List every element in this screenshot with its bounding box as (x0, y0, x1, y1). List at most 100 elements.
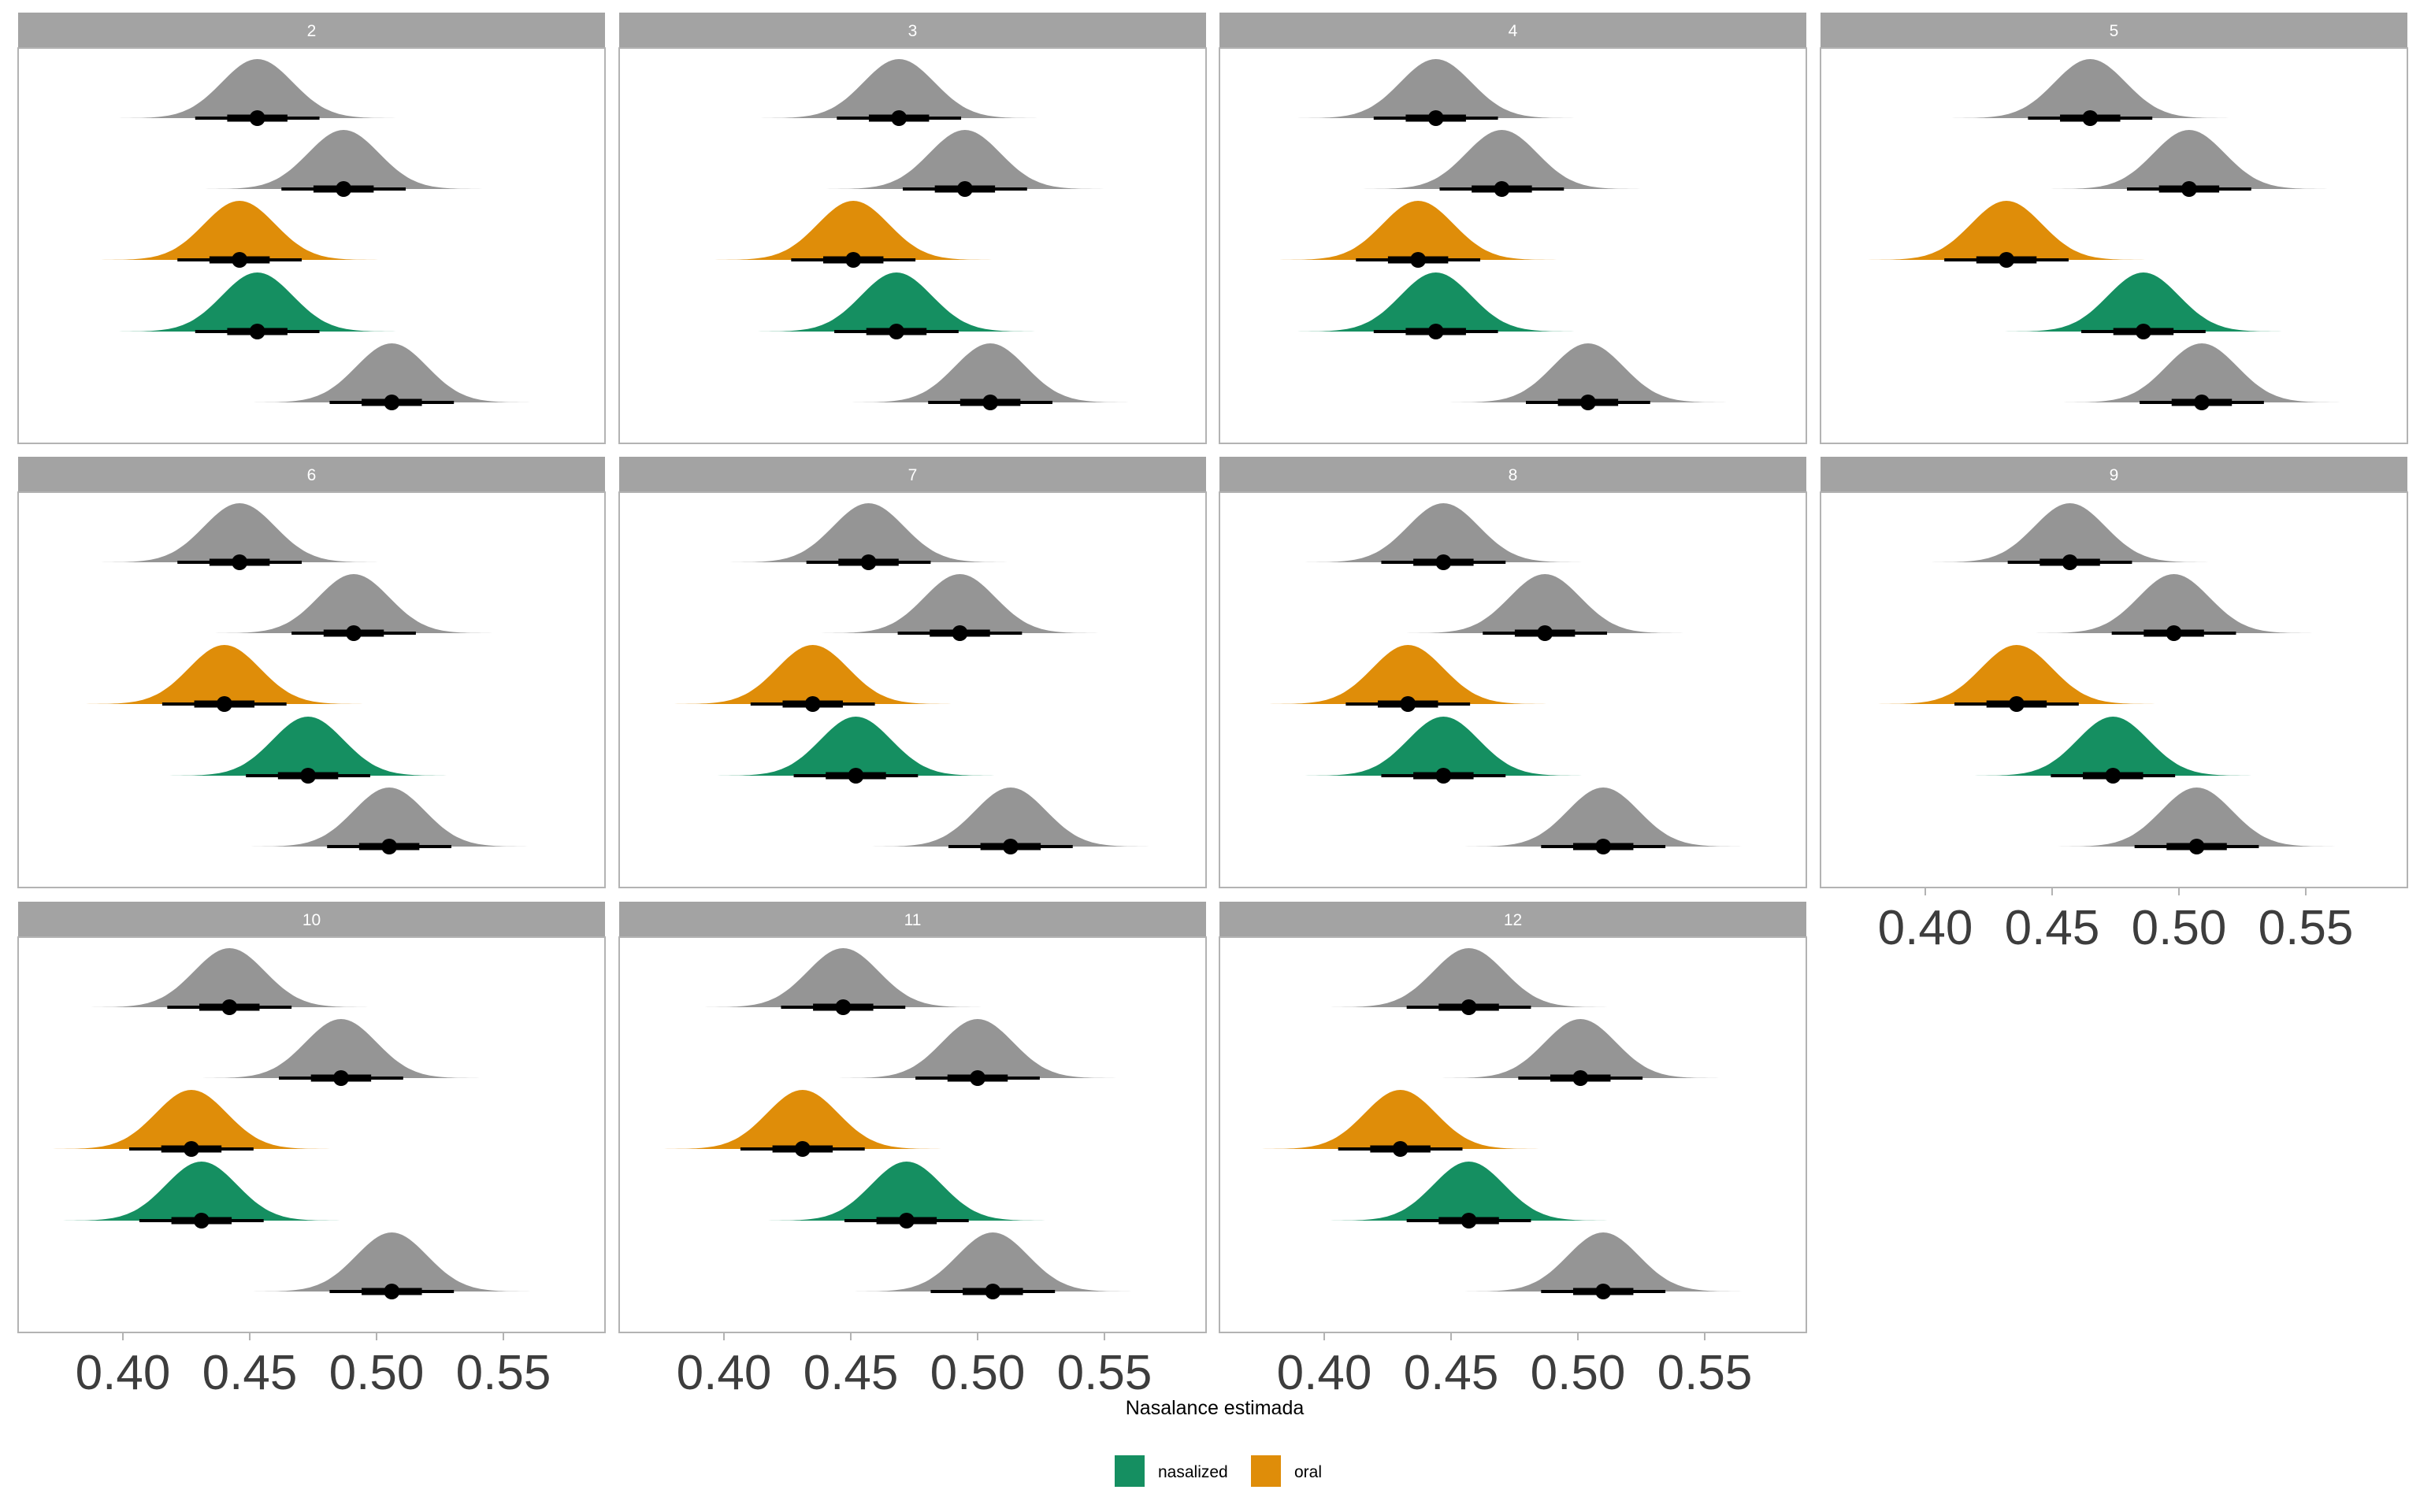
facet-strip-label: 12 (1504, 911, 1522, 929)
median-point (2166, 625, 2182, 641)
median-point (1579, 395, 1596, 410)
facet-strip (619, 13, 1206, 48)
median-point (332, 1070, 349, 1086)
facet-strip-label: 7 (908, 466, 918, 484)
median-point (848, 768, 864, 784)
median-point (1572, 1070, 1589, 1086)
density-other (749, 59, 1049, 118)
median-point (346, 625, 362, 641)
facet-strip (1219, 13, 1806, 48)
median-point (1400, 696, 1416, 712)
median-point (2193, 395, 2210, 410)
x-tick-label: 0.50 (1531, 1346, 1626, 1400)
panel-border (618, 936, 1207, 1333)
median-point (845, 252, 862, 268)
facet-panel-3: 3 (618, 13, 1207, 444)
x-axis: 0.40 0.45 0.50 0.55 (76, 1332, 551, 1400)
median-point (860, 554, 877, 570)
median-point (1435, 554, 1452, 570)
facet-panel-7: 7 (618, 457, 1207, 888)
median-point (1461, 1213, 1477, 1228)
panel-border (17, 491, 606, 888)
facet-panel-4: 4 (1219, 13, 1807, 444)
x-axis: 0.40 0.45 0.50 0.55 (677, 1332, 1152, 1400)
median-point (835, 999, 852, 1015)
median-point (970, 1070, 985, 1086)
density-other (2025, 574, 2323, 633)
median-point (985, 1284, 1001, 1299)
density-oral (663, 645, 962, 704)
x-tick-label: 0.40 (76, 1346, 171, 1400)
x-tick-label: 0.55 (1057, 1346, 1152, 1400)
density-other (1395, 574, 1694, 633)
median-point (888, 324, 904, 339)
median-point (1999, 252, 2015, 268)
facet-strip-label: 11 (904, 911, 922, 929)
median-point (891, 110, 908, 126)
x-tick-label: 0.50 (930, 1346, 1026, 1400)
density-nasalized (747, 272, 1046, 332)
density-nasalized (158, 717, 458, 776)
median-point (384, 395, 400, 410)
median-point (384, 1284, 400, 1299)
median-point (1410, 252, 1427, 268)
median-point (1392, 1141, 1409, 1157)
density-other (1353, 130, 1651, 189)
median-point (1537, 625, 1553, 641)
median-point (2008, 696, 2025, 712)
density-other (243, 1232, 541, 1292)
density-nasalized (1294, 717, 1593, 776)
density-other (108, 59, 407, 118)
facet-strip-label: 6 (307, 466, 317, 484)
facet-strip (18, 902, 605, 937)
x-tick-label: 0.55 (456, 1346, 551, 1400)
x-tick-label: 0.40 (1878, 901, 1973, 955)
facet-strip (1821, 457, 2407, 492)
density-other (694, 948, 993, 1007)
facet-strip-label: 4 (1509, 22, 1518, 40)
density-other (1319, 948, 1618, 1007)
median-point (1461, 999, 1477, 1015)
facet-strip-label: 8 (1509, 466, 1518, 484)
median-point (381, 839, 398, 854)
median-point (1427, 110, 1444, 126)
x-tick-label: 0.45 (2005, 901, 2100, 955)
facet-strip (1821, 13, 2407, 48)
panel-border (17, 936, 606, 1333)
median-point (1595, 839, 1612, 854)
median-point (952, 625, 968, 641)
facet-strip (1219, 457, 1806, 492)
density-other (1431, 1019, 1730, 1078)
median-point (336, 181, 352, 197)
density-other (239, 788, 539, 847)
median-point (183, 1141, 199, 1157)
legend-key-nasalized (1115, 1455, 1145, 1487)
density-other (243, 343, 541, 402)
median-point (956, 181, 973, 197)
facet-panel-11: 11 0.40 0.45 0.50 0.55 (618, 902, 1207, 1400)
legend-key-oral (1251, 1455, 1281, 1487)
median-point (221, 999, 238, 1015)
density-oral (90, 201, 389, 260)
density-other (861, 788, 1160, 847)
facet-panel-5: 5 (1820, 13, 2408, 444)
density-other (1921, 503, 2219, 562)
density-other (1941, 59, 2240, 118)
median-point (1427, 324, 1444, 339)
density-nasalized (1963, 717, 2262, 776)
density-other (2052, 343, 2351, 402)
x-axis: 0.40 0.45 0.50 0.55 (1878, 888, 2353, 955)
facet-strip (18, 13, 605, 48)
density-other (1453, 1232, 1753, 1292)
density-nasalized (1994, 272, 2293, 332)
median-point (249, 324, 265, 339)
density-other (844, 1232, 1142, 1292)
density-other (719, 503, 1018, 562)
median-point (1494, 181, 1510, 197)
density-other (2040, 130, 2339, 189)
median-point (232, 554, 248, 570)
x-tick-label: 0.45 (1404, 1346, 1499, 1400)
median-point (232, 252, 248, 268)
density-oral (1268, 201, 1568, 260)
median-point (794, 1141, 811, 1157)
